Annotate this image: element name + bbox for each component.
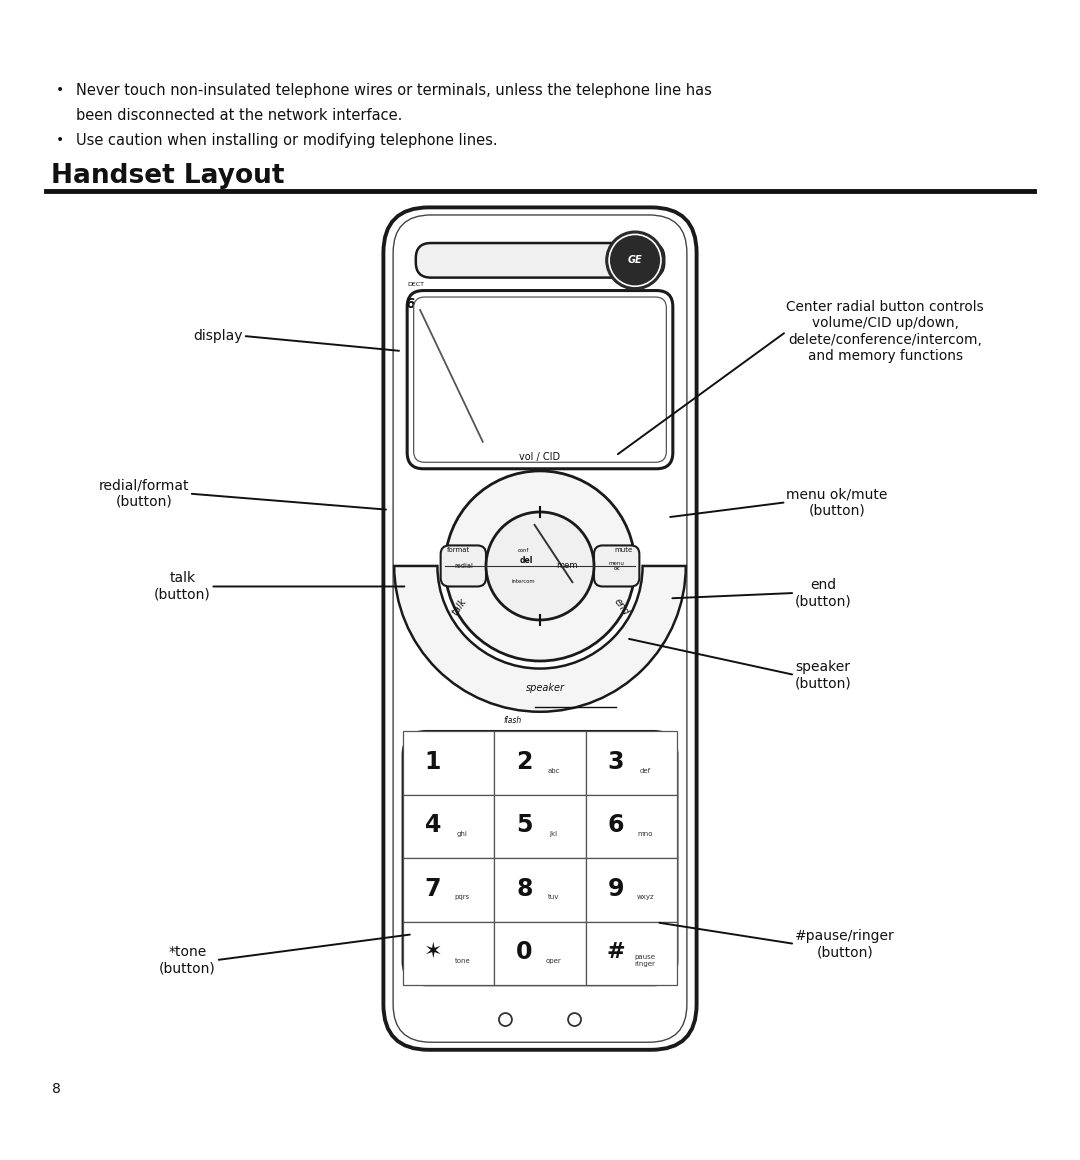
Text: *tone
(button): *tone (button) xyxy=(159,945,216,976)
Circle shape xyxy=(486,512,594,619)
FancyBboxPatch shape xyxy=(403,731,677,985)
Text: oper: oper xyxy=(545,958,562,964)
Text: #pause/ringer
(button): #pause/ringer (button) xyxy=(795,929,894,959)
Text: def: def xyxy=(639,768,651,774)
FancyBboxPatch shape xyxy=(441,545,486,587)
Text: 3: 3 xyxy=(608,749,624,774)
Text: abc: abc xyxy=(548,768,559,774)
Circle shape xyxy=(606,231,664,290)
Text: ghi: ghi xyxy=(457,831,468,838)
Text: 6: 6 xyxy=(608,813,624,838)
Circle shape xyxy=(568,1013,581,1027)
Text: vol / CID: vol / CID xyxy=(519,452,561,463)
Text: •: • xyxy=(56,133,65,147)
Text: 9: 9 xyxy=(608,877,624,900)
Text: mute: mute xyxy=(615,548,633,553)
Text: redial/format
(button): redial/format (button) xyxy=(98,478,189,509)
Text: tuv: tuv xyxy=(548,894,559,900)
Text: GE: GE xyxy=(627,255,643,266)
Bar xyxy=(403,921,495,985)
Text: jkl: jkl xyxy=(550,831,557,838)
Text: speaker
(button): speaker (button) xyxy=(795,660,852,690)
Text: 7: 7 xyxy=(424,877,442,900)
Circle shape xyxy=(609,234,661,287)
FancyBboxPatch shape xyxy=(383,208,697,1050)
Text: been disconnected at the network interface.: been disconnected at the network interfa… xyxy=(76,108,402,123)
FancyBboxPatch shape xyxy=(393,215,687,1042)
Bar xyxy=(403,731,495,795)
Text: end: end xyxy=(611,596,631,617)
Text: conf: conf xyxy=(518,548,529,553)
Bar xyxy=(585,795,677,858)
Text: end
(button): end (button) xyxy=(795,578,852,608)
Bar xyxy=(585,858,677,921)
Text: •: • xyxy=(56,84,65,97)
Text: 1: 1 xyxy=(424,749,442,774)
Text: 4: 4 xyxy=(424,813,442,838)
Text: menu ok/mute
(button): menu ok/mute (button) xyxy=(786,487,888,517)
Text: flash: flash xyxy=(504,716,522,725)
Text: wxyz: wxyz xyxy=(636,894,654,900)
Bar xyxy=(495,921,585,985)
Text: del: del xyxy=(519,556,532,565)
Text: 2: 2 xyxy=(516,749,532,774)
Text: pqrs: pqrs xyxy=(455,894,470,900)
Text: DECT: DECT xyxy=(407,282,424,287)
Text: mem: mem xyxy=(556,561,578,571)
Text: mno: mno xyxy=(637,831,653,838)
Text: display: display xyxy=(193,329,243,343)
Text: 6.0: 6.0 xyxy=(405,297,430,311)
Text: #: # xyxy=(607,942,625,962)
Text: ✶: ✶ xyxy=(423,942,443,962)
Bar xyxy=(495,731,585,795)
Text: Handset Layout: Handset Layout xyxy=(51,164,284,189)
FancyBboxPatch shape xyxy=(416,244,664,277)
Circle shape xyxy=(445,471,635,661)
Text: format: format xyxy=(447,548,471,553)
Bar xyxy=(585,921,677,985)
Text: 8: 8 xyxy=(516,877,532,900)
Text: 8: 8 xyxy=(52,1082,60,1096)
Bar xyxy=(495,858,585,921)
Text: redial: redial xyxy=(454,563,473,568)
Text: 0: 0 xyxy=(516,940,532,964)
FancyBboxPatch shape xyxy=(407,290,673,469)
Text: menu
ok: menu ok xyxy=(609,560,624,572)
Text: tone: tone xyxy=(455,958,470,964)
Bar xyxy=(585,731,677,795)
Text: Use caution when installing or modifying telephone lines.: Use caution when installing or modifying… xyxy=(76,133,497,147)
Text: talk: talk xyxy=(449,596,469,617)
Wedge shape xyxy=(394,566,686,712)
Bar xyxy=(403,858,495,921)
Circle shape xyxy=(499,1013,512,1027)
Text: Never touch non-insulated telephone wires or terminals, unless the telephone lin: Never touch non-insulated telephone wire… xyxy=(76,84,712,99)
FancyBboxPatch shape xyxy=(594,545,639,587)
FancyBboxPatch shape xyxy=(414,297,666,463)
Text: speaker: speaker xyxy=(526,683,565,693)
Bar xyxy=(403,795,495,858)
Text: talk
(button): talk (button) xyxy=(153,572,211,602)
Text: 5: 5 xyxy=(516,813,532,838)
Text: pause
ringer: pause ringer xyxy=(635,955,656,967)
Bar xyxy=(495,795,585,858)
Text: intercom: intercom xyxy=(512,579,536,583)
Text: Center radial button controls
volume/CID up/down,
delete/conference/intercom,
an: Center radial button controls volume/CID… xyxy=(786,300,984,363)
